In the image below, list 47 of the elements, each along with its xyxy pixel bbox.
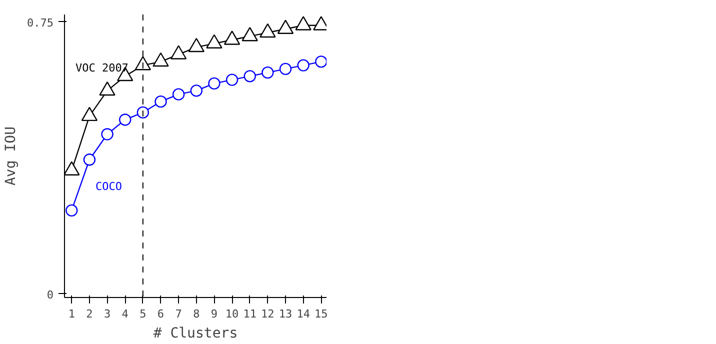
series-label: VOC 2007 [75,62,128,75]
y-tick-label: 0.75 [27,16,54,30]
point [134,56,152,70]
point [99,81,116,96]
point [244,70,256,82]
point [277,20,294,34]
point [315,56,326,68]
x-tick-label: 7 [175,308,182,320]
point [190,84,202,97]
x-tick-label: 5 [140,308,146,320]
x-tick-label: 2 [86,308,93,320]
x-tick-label: 9 [210,308,218,320]
y-tick-label: 0 [46,288,54,302]
x-tick-label: 11 [243,308,256,320]
x-tick-label: 4 [122,308,129,320]
x-tick-label: 12 [261,308,274,320]
x-tick-label: 1 [68,308,75,320]
point [83,154,96,166]
point [170,45,187,60]
x-tick-label: 14 [296,308,310,320]
point [172,88,185,100]
point [136,106,150,119]
x-tick-label: 8 [193,308,200,320]
point [295,16,312,30]
point [279,62,292,76]
x-tick-label: 3 [104,308,111,320]
series-label: COCO [95,180,122,194]
point [226,74,238,86]
point [101,128,114,140]
x-tick-label: 10 [225,308,239,320]
point [206,34,222,48]
point [262,66,274,79]
point [208,77,220,90]
y-axis-title: Avg IOU [3,126,20,186]
point [188,38,204,52]
point [66,204,78,217]
point [242,27,258,42]
point [152,52,169,67]
x-tick-label: 13 [278,308,292,320]
x-tick-label: 6 [157,308,164,320]
point [260,23,276,38]
point [224,30,240,45]
point [154,95,167,108]
point [297,59,310,72]
x-axis-title: # Clusters [153,326,238,342]
x-tick-label: 15 [314,308,328,320]
point [119,114,132,126]
